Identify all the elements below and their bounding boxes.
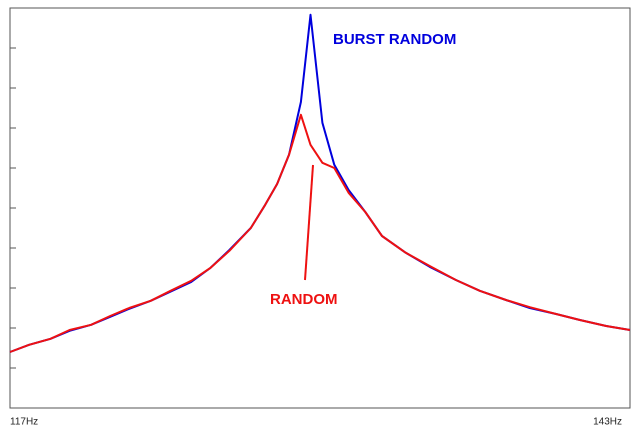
x-tick-label: 117Hz [10,417,38,428]
annotation-leader [304,164,314,281]
series-annotation: BURST RANDOM [333,31,456,48]
series-annotation: RANDOM [270,291,338,308]
x-tick-label: 143Hz [593,417,622,428]
series-line [9,113,631,353]
plot-frame [9,7,631,409]
